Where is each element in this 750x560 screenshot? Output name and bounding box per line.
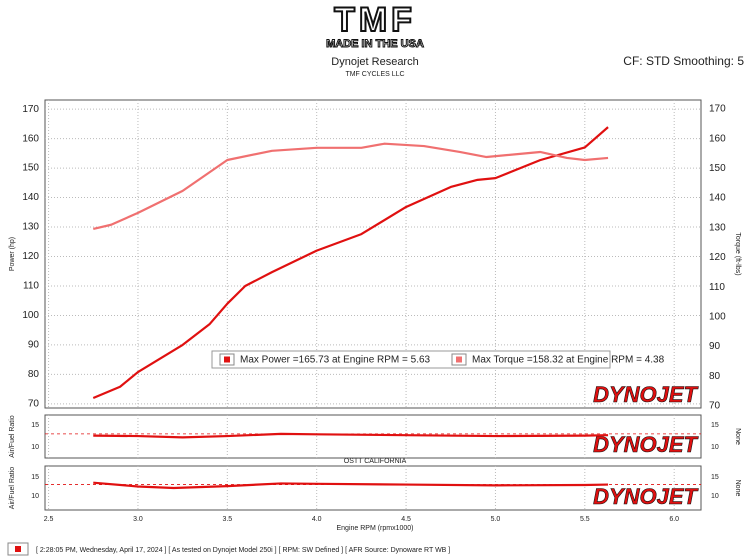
y-tick-label: 160 — [22, 133, 39, 144]
legend-box — [211, 350, 611, 369]
series-line — [93, 481, 609, 490]
y2-tick-label: 10 — [711, 444, 719, 451]
footer: [ 2:28:05 PM, Wednesday, April 17, 2024 … — [36, 547, 450, 554]
y-axis-label: Air/Fuel Ratio — [9, 415, 16, 458]
watermark: DYNOJET — [593, 484, 698, 509]
series-line — [93, 432, 609, 439]
settings: CF: STD Smoothing: 5 — [623, 54, 744, 68]
y-tick-label: 70 — [28, 399, 40, 410]
x-tick-label: 5.0 — [491, 516, 501, 523]
legend-marker-dot — [224, 356, 230, 363]
y2-tick-label: 120 — [709, 252, 726, 263]
y-tick-label: 150 — [22, 163, 39, 174]
y-tick-label: 15 — [31, 422, 39, 429]
y-tick-label: 110 — [23, 281, 39, 292]
plot-frame — [44, 414, 702, 459]
series-line — [92, 126, 609, 399]
y-tick-label: 130 — [22, 222, 39, 233]
watermark: DYNOJET — [593, 382, 698, 407]
x-tick-label: 6.0 — [669, 516, 679, 523]
note: OSTT CALIFORNIA — [344, 458, 407, 465]
x-axis-label: Engine RPM (rpmx1000) — [336, 525, 413, 532]
y-tick-label: 90 — [28, 340, 40, 351]
y-axis-label: Air/Fuel Ratio — [9, 467, 16, 510]
y2-axis-label: None — [734, 480, 741, 497]
chart-subtitle: TMF CYCLES LLC — [345, 71, 404, 78]
y2-tick-label: 170 — [709, 104, 726, 115]
y-tick-label: 120 — [22, 251, 39, 262]
y2-tick-label: 130 — [709, 222, 726, 233]
y2-tick-label: 150 — [709, 163, 726, 174]
x-tick-label: 2.5 — [44, 516, 54, 523]
chart-title: Dynojet Research — [331, 56, 418, 68]
y-tick-label: 10 — [31, 493, 39, 500]
legend-label: Max Power =165.73 at Engine RPM = 5.63 — [240, 355, 431, 366]
plot-frame — [44, 465, 702, 511]
x-tick-label: 4.5 — [401, 516, 411, 523]
y-tick-label: 80 — [28, 369, 40, 380]
y2-tick-label: 160 — [709, 133, 726, 144]
y2-axis-label: None — [734, 428, 741, 445]
logo: TMF — [334, 1, 416, 39]
logo-tagline: MADE IN THE USA — [326, 38, 424, 50]
y-tick-label: 15 — [31, 474, 39, 481]
y2-tick-label: 110 — [709, 282, 725, 293]
x-tick-label: 3.0 — [133, 516, 143, 523]
y2-tick-label: 10 — [711, 493, 719, 500]
y2-tick-label: 90 — [709, 341, 721, 352]
legend-marker-dot — [456, 356, 462, 363]
series-line — [93, 142, 609, 230]
y-tick-label: 10 — [31, 444, 39, 451]
y-axis-label: Power (hp) — [9, 237, 16, 271]
y2-tick-label: 70 — [709, 401, 721, 412]
plot-frame — [44, 99, 702, 409]
y-tick-label: 100 — [22, 310, 39, 321]
y2-tick-label: 100 — [709, 311, 726, 322]
legend-label: Max Torque =158.32 at Engine RPM = 4.38 — [472, 355, 665, 366]
footer-icon-dot — [15, 546, 21, 552]
y-tick-label: 140 — [22, 192, 39, 203]
y2-tick-label: 15 — [711, 474, 719, 481]
y2-axis-label: Torque (ft-lbs) — [734, 232, 741, 275]
x-tick-label: 4.0 — [312, 516, 322, 523]
x-tick-label: 3.5 — [222, 516, 232, 523]
y2-tick-label: 80 — [709, 371, 721, 382]
watermark: DYNOJET — [593, 432, 698, 457]
y2-tick-label: 140 — [709, 193, 726, 204]
x-tick-label: 5.5 — [580, 516, 590, 523]
y-tick-label: 170 — [22, 104, 39, 115]
y2-tick-label: 15 — [711, 422, 719, 429]
